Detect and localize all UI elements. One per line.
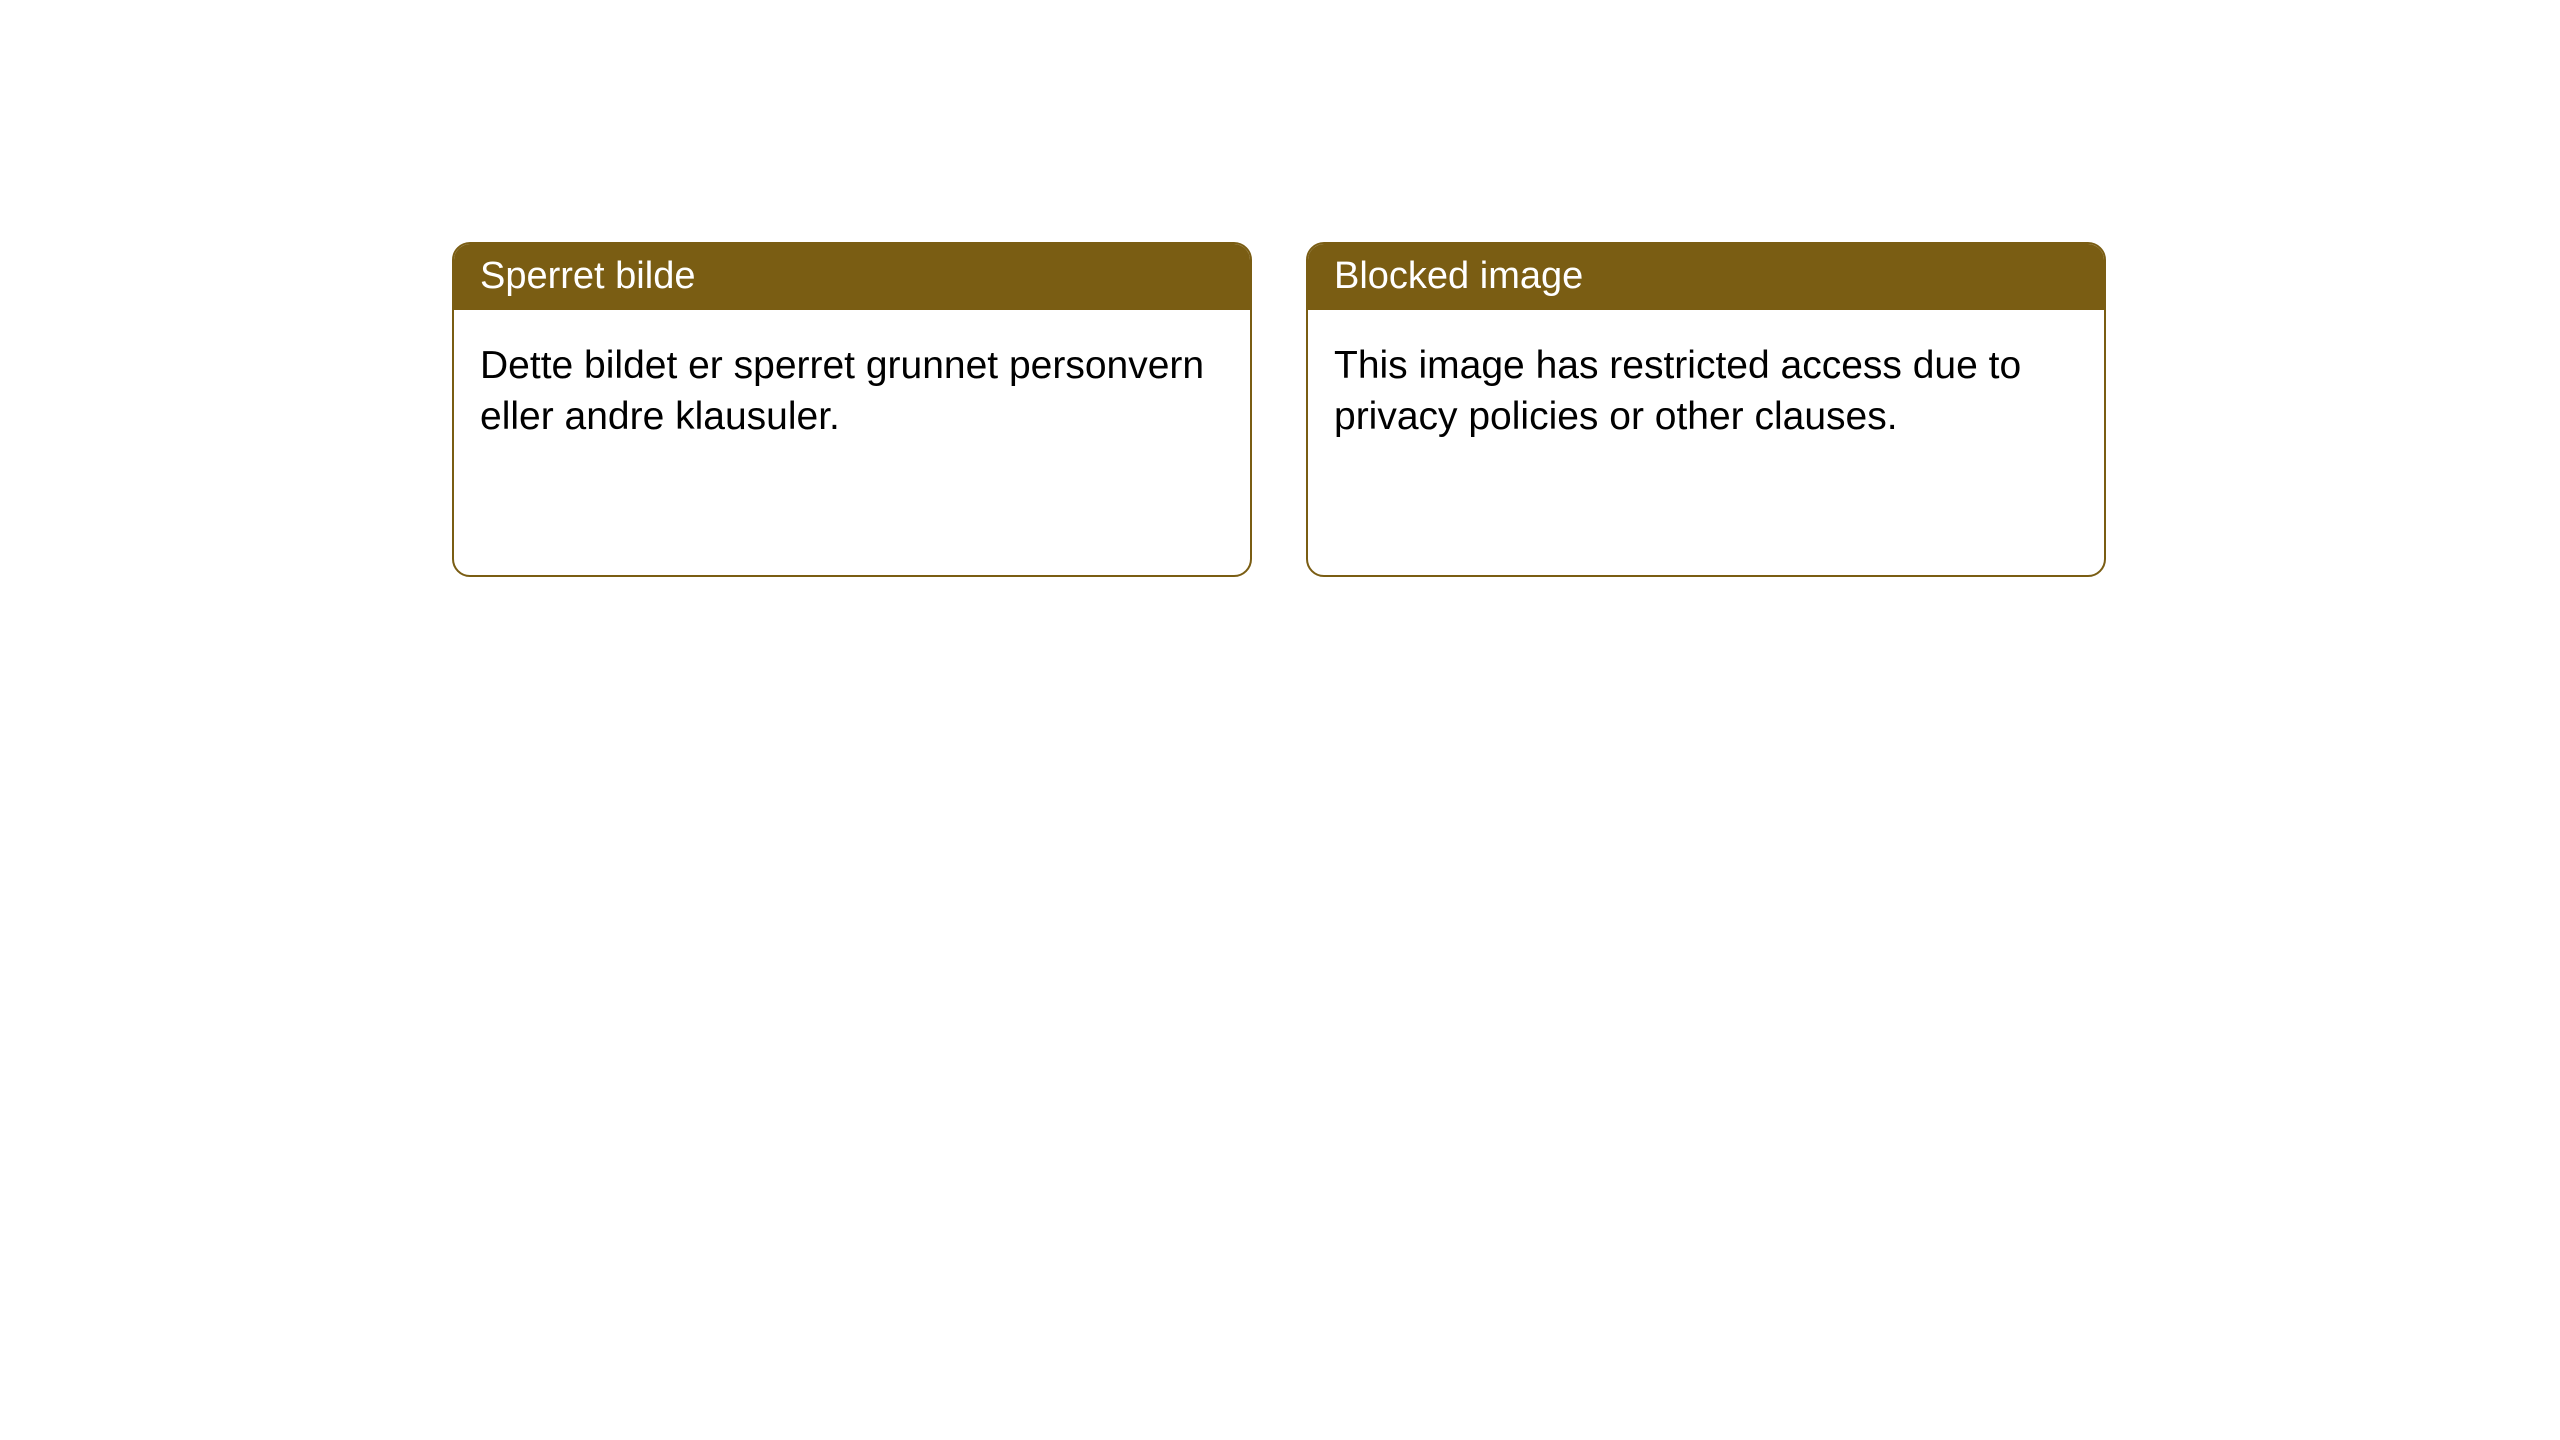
notice-title: Blocked image	[1334, 255, 1583, 297]
notice-card-english: Blocked image This image has restricted …	[1306, 242, 2106, 577]
notice-text: Dette bildet er sperret grunnet personve…	[480, 344, 1204, 438]
notice-card-norwegian: Sperret bilde Dette bildet er sperret gr…	[452, 242, 1252, 577]
notice-text: This image has restricted access due to …	[1334, 344, 2021, 438]
notice-body: Dette bildet er sperret grunnet personve…	[454, 310, 1250, 473]
notice-body: This image has restricted access due to …	[1308, 310, 2104, 473]
notice-header: Blocked image	[1308, 244, 2104, 310]
notice-container: Sperret bilde Dette bildet er sperret gr…	[452, 242, 2106, 577]
notice-title: Sperret bilde	[480, 255, 695, 297]
notice-header: Sperret bilde	[454, 244, 1250, 310]
